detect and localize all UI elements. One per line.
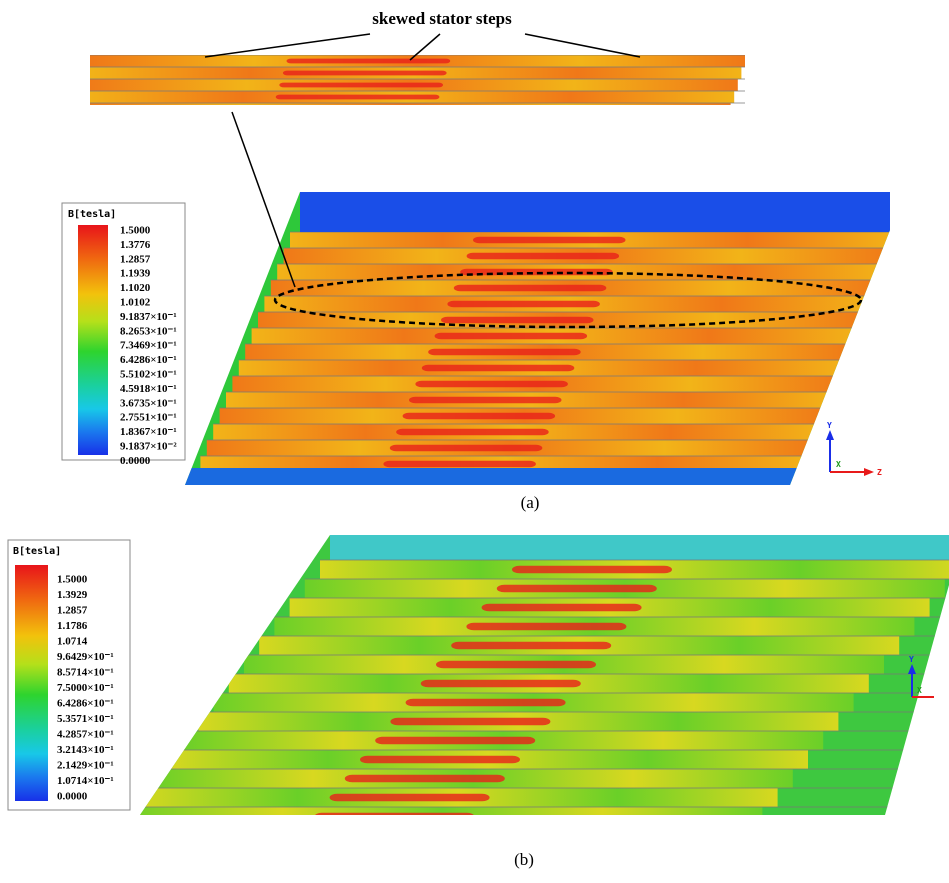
stripe-core	[272, 107, 436, 112]
axis-y: Y	[827, 421, 832, 430]
stripe-core	[453, 284, 607, 292]
legend-label: 3.2143×10⁻¹	[57, 744, 114, 756]
stripe-core	[436, 660, 596, 669]
stripe-core	[344, 774, 505, 783]
legend-label: 6.4286×10⁻¹	[120, 354, 177, 366]
stripe-core	[512, 565, 672, 574]
annotation-lines	[204, 33, 641, 288]
legend-label: 5.3571×10⁻¹	[57, 713, 114, 725]
bottom-blue	[185, 468, 800, 485]
stripe-core	[451, 641, 612, 650]
legend-label: 6.4286×10⁻¹	[57, 698, 114, 710]
stripe-core	[481, 603, 642, 612]
legend-label: 9.6429×10⁻¹	[57, 651, 114, 663]
stripe-core	[286, 58, 451, 64]
color-bar	[15, 565, 48, 801]
legend-label: 3.6735×10⁻¹	[120, 397, 177, 409]
stripe	[90, 103, 731, 105]
stripe-core	[314, 812, 475, 815]
legend-label: 8.2653×10⁻¹	[120, 325, 177, 337]
stripe-core	[415, 380, 568, 388]
stripe-core	[473, 236, 626, 244]
legend-label: 1.8367×10⁻¹	[120, 426, 177, 438]
legend-title: B[tesla]	[68, 209, 116, 220]
legend-label: 1.2857	[120, 253, 151, 265]
stripe-core	[390, 717, 551, 726]
legend-label: 5.5102×10⁻¹	[120, 369, 177, 381]
stripe-core	[466, 252, 620, 260]
axis-y: Y	[909, 655, 914, 664]
legend-b: B[tesla] 1.5000 1.3929 1.2857 1.1786 1.0714 9…	[7, 539, 131, 811]
legend-a: B[tesla] 1.5000 1.3776 1.2857 1.1939 1.1020 1…	[61, 202, 186, 467]
legend-label: 0.0000	[120, 455, 151, 467]
panel-label: (b)	[514, 850, 534, 869]
legend-label: 1.0102	[120, 297, 151, 309]
simulation-a	[185, 192, 890, 485]
stripe-core	[383, 460, 536, 468]
stripe-core	[396, 428, 549, 436]
legend-label: 1.3929	[57, 589, 88, 601]
legend-label: 4.2857×10⁻¹	[57, 729, 114, 741]
stripe-core	[441, 316, 594, 324]
stripe-core	[329, 793, 490, 802]
axis-x: X	[917, 686, 922, 695]
legend-label: 1.1939	[120, 268, 151, 280]
legend-label: 1.5000	[57, 574, 88, 586]
panel-label: (a)	[521, 493, 540, 512]
zoom-strip	[90, 55, 745, 112]
legend-label: 7.5000×10⁻¹	[57, 682, 114, 694]
top-blue	[300, 192, 890, 232]
stripe-core	[405, 698, 566, 707]
legend-title: B[tesla]	[13, 546, 61, 557]
axis-z: Z	[877, 468, 882, 477]
legend-label: 8.5714×10⁻¹	[57, 667, 114, 679]
legend-label: 1.0714	[57, 636, 88, 648]
annotation: skewed stator steps	[372, 9, 512, 28]
stripe	[140, 807, 763, 815]
legend-label: 9.1837×10⁻¹	[120, 311, 177, 323]
stripe-core	[466, 622, 627, 631]
legend-label: 1.1020	[120, 282, 151, 294]
stripe-core	[402, 412, 556, 420]
stripe-core	[420, 679, 581, 688]
top-cyan	[330, 535, 949, 560]
legend-label: 1.0714×10⁻¹	[57, 775, 114, 787]
simulation-b	[140, 535, 949, 815]
legend-label: 4.5918×10⁻¹	[120, 383, 177, 395]
stripe-core	[275, 94, 440, 100]
color-bar	[78, 225, 108, 455]
stripe-core	[421, 364, 575, 372]
legend-label: 1.1786	[57, 620, 88, 632]
stripe-core	[434, 332, 588, 340]
stripe-core	[447, 300, 600, 308]
stripe-core	[409, 396, 562, 404]
legend-label: 1.2857	[57, 605, 88, 617]
axis-triad-b: Y X	[908, 655, 934, 698]
stripe-core	[375, 736, 536, 745]
stripe-core	[282, 70, 447, 76]
stripe-core	[496, 584, 657, 593]
legend-label: 1.5000	[120, 225, 151, 237]
axis-triad-a: Y X Z	[826, 421, 882, 477]
legend-label: 0.0000	[57, 791, 88, 803]
stripe-core	[360, 755, 520, 764]
legend-label: 9.1837×10⁻²	[120, 441, 177, 453]
axis-x: X	[836, 460, 841, 469]
stripe-core	[389, 444, 543, 452]
highlight-ellipse	[273, 271, 863, 329]
stripe-core	[279, 82, 444, 88]
legend-label: 2.7551×10⁻¹	[120, 412, 177, 424]
legend-label: 7.3469×10⁻¹	[120, 340, 177, 352]
legend-label: 2.1429×10⁻¹	[57, 760, 114, 772]
legend-label: 1.3776	[120, 239, 151, 251]
stripe-core	[428, 348, 581, 356]
